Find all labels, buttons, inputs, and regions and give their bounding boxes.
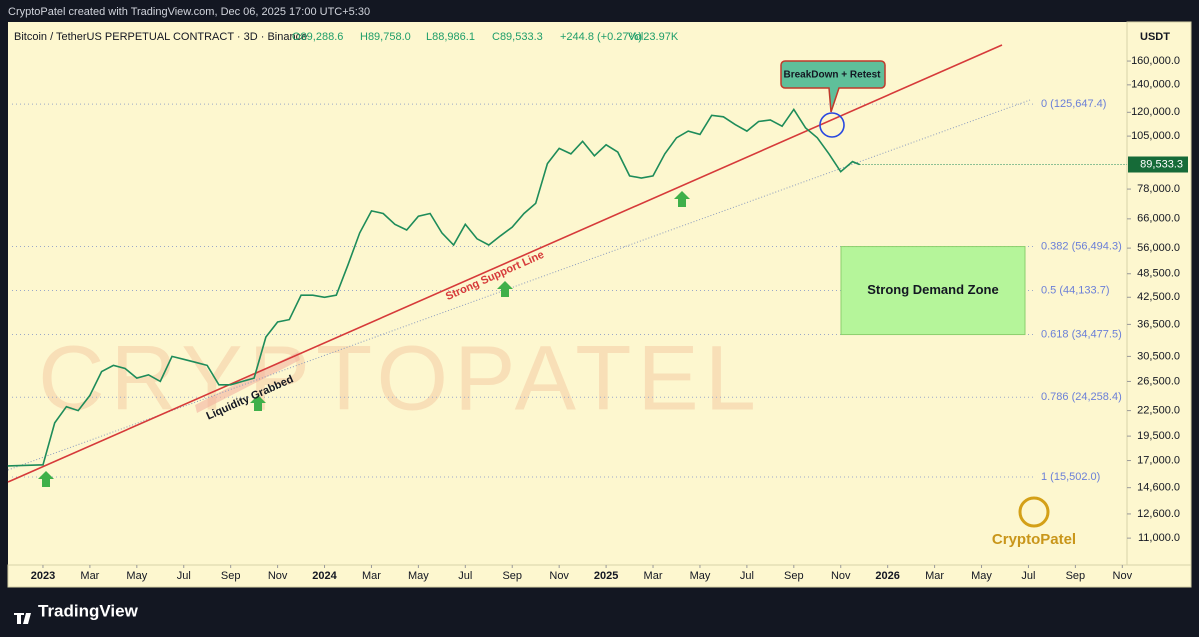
y-tick-label: 26,500.0 [1137, 375, 1180, 387]
y-tick-label: 19,500.0 [1137, 430, 1180, 442]
fib-label: 0.786 (24,258.4) [1041, 391, 1122, 403]
y-tick-label: 11,000.0 [1138, 532, 1180, 544]
retest-circle [819, 112, 845, 138]
callout-label: BreakDown + Retest [784, 70, 882, 81]
fib-label: 0.618 (34,477.5) [1041, 328, 1122, 340]
y-tick-label: 66,000.0 [1137, 213, 1180, 225]
y-tick-label: 56,000.0 [1137, 242, 1180, 254]
liquidity-band [195, 352, 300, 413]
demand-zone [840, 246, 1026, 336]
logo-text: CryptoPatel [992, 531, 1076, 548]
y-tick-label: 17,000.0 [1137, 454, 1180, 466]
ohlc-value: O89,288.6 [292, 31, 343, 43]
green-arrow [250, 395, 266, 411]
y-tick-label: 14,600.0 [1137, 482, 1180, 494]
fib-label: 1 (15,502.0) [1041, 471, 1100, 483]
last-price-box [1128, 156, 1188, 173]
currency: USDT [1140, 31, 1170, 43]
x-tick-label: 2024 [312, 570, 337, 582]
time-axis [7, 564, 1192, 588]
last-price-label: 89,533.3 [1140, 158, 1183, 170]
x-tick-label: Sep [221, 570, 241, 582]
x-tick-label: Nov [549, 570, 569, 582]
y-tick-label: 12,600.0 [1137, 508, 1180, 520]
x-tick-label: Nov [1113, 570, 1133, 582]
y-tick-label: 22,500.0 [1137, 405, 1180, 417]
x-tick-label: Sep [1066, 570, 1086, 582]
logo-mark [1018, 496, 1050, 528]
y-tick-label: 160,000.0 [1131, 55, 1180, 67]
x-tick-label: Sep [784, 570, 804, 582]
ohlc-value: Vol23.97K [628, 31, 679, 43]
channel-line [7, 99, 1031, 471]
y-tick-label: 42,500.0 [1137, 291, 1180, 303]
x-tick-label: Jul [740, 570, 754, 582]
y-tick-label: 78,000.0 [1137, 183, 1180, 195]
ohlc-value: C89,533.3 [492, 31, 543, 43]
x-tick-label: Jul [458, 570, 472, 582]
x-tick-label: 2025 [594, 570, 618, 582]
x-tick-label: Nov [831, 570, 851, 582]
x-tick-label: Mar [925, 570, 944, 582]
price-line [7, 107, 860, 467]
green-arrow [38, 471, 54, 487]
y-tick-label: 36,500.0 [1137, 318, 1180, 330]
header: CryptoPatel created with TradingView.com… [8, 6, 370, 18]
x-tick-label: Nov [268, 570, 288, 582]
x-tick-label: 2026 [875, 570, 899, 582]
legend-title: Bitcoin / TetherUS PERPETUAL CONTRACT · … [14, 31, 307, 43]
fib-label: 0.382 (56,494.3) [1041, 240, 1122, 252]
demand-zone-label: Strong Demand Zone [867, 282, 998, 297]
x-tick-label: Jul [177, 570, 191, 582]
x-tick-label: May [690, 570, 711, 582]
x-tick-label: May [971, 570, 992, 582]
x-tick-label: Mar [644, 570, 663, 582]
green-arrow [674, 191, 690, 207]
callout [780, 60, 886, 113]
ohlc-value: L88,986.1 [426, 31, 475, 43]
footer-brand: TradingView [38, 601, 139, 620]
watermark: CRYPTOPATEL [38, 327, 762, 429]
ohlc-value: +244.8 (+0.27%) [560, 31, 642, 43]
x-tick-label: Jul [1021, 570, 1035, 582]
x-tick-label: Sep [502, 570, 522, 582]
y-tick-label: 48,500.0 [1137, 268, 1180, 280]
ohlc-value: H89,758.0 [360, 31, 411, 43]
x-tick-label: Mar [80, 570, 99, 582]
y-tick-label: 140,000.0 [1131, 79, 1180, 91]
tv-logo [14, 613, 31, 624]
x-tick-label: May [126, 570, 147, 582]
x-tick-label: May [408, 570, 429, 582]
y-tick-label: 120,000.0 [1131, 106, 1180, 118]
fib-label: 0 (125,647.4) [1041, 98, 1106, 110]
y-tick-label: 105,000.0 [1131, 130, 1180, 142]
y-tick-label: 30,500.0 [1137, 350, 1180, 362]
x-tick-label: 2023 [31, 570, 55, 582]
support-line [7, 44, 1003, 483]
x-tick-label: Mar [362, 570, 381, 582]
green-arrow [497, 281, 513, 297]
fib-label: 0.5 (44,133.7) [1041, 284, 1110, 296]
